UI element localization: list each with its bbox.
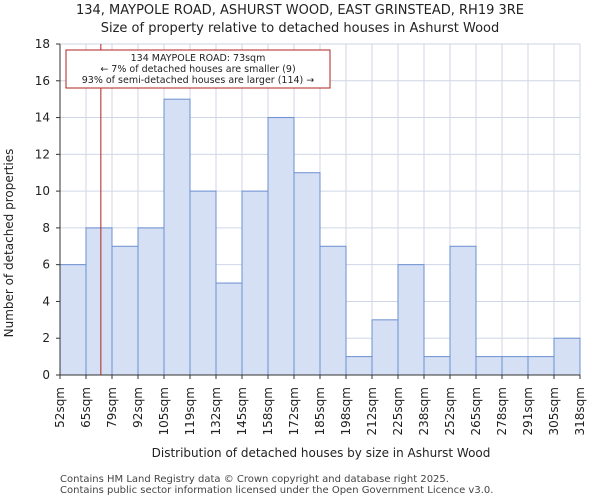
x-tick-label: 52sqm [53, 387, 67, 428]
y-tick-label: 0 [42, 368, 50, 382]
x-tick-label: 238sqm [417, 387, 431, 435]
y-axis-label: Number of detached properties [2, 149, 16, 338]
x-tick-label: 119sqm [183, 387, 197, 435]
y-tick-label: 8 [42, 221, 50, 235]
x-tick-label: 291sqm [521, 387, 535, 435]
histogram-bar [137, 227, 165, 376]
histogram-bar [475, 356, 503, 376]
y-tick-label: 16 [35, 74, 50, 88]
histogram-bar [293, 172, 321, 376]
histogram-bar [319, 245, 347, 376]
histogram-bar [85, 227, 113, 376]
y-tick-label: 10 [35, 184, 50, 198]
histogram-chart: 0 2 4 6 8 10 12 14 16 18 52sqm 65sqm 79sqm 92sqm 105s… [2, 37, 587, 460]
histogram-bar [423, 356, 451, 376]
x-tick-label: 212sqm [365, 387, 379, 435]
histogram-bar [527, 356, 555, 376]
y-tick-label: 18 [35, 37, 50, 51]
y-tick-label: 2 [42, 331, 50, 345]
chart-subtitle: Size of property relative to detached ho… [100, 21, 500, 36]
x-tick-label: 198sqm [339, 387, 353, 435]
x-tick-label: 79sqm [105, 387, 119, 428]
y-tick-label: 4 [42, 294, 50, 308]
x-axis-label: Distribution of detached houses by size … [152, 446, 491, 460]
histogram-bar [267, 117, 295, 376]
histogram-bar [449, 245, 477, 376]
y-tick-label: 6 [42, 258, 50, 272]
x-tick-label: 185sqm [313, 387, 327, 435]
histogram-bar [163, 98, 191, 376]
x-tick-label: 278sqm [495, 387, 509, 435]
histogram-bar [345, 356, 373, 376]
histogram-bar [371, 319, 399, 376]
annotation-line: 93% of semi-detached houses are larger (… [82, 75, 315, 86]
x-tick-label: 172sqm [287, 387, 301, 435]
footer-line-1: Contains HM Land Registry data © Crown c… [60, 474, 449, 485]
histogram-bar [189, 190, 217, 376]
x-tick-label: 318sqm [573, 387, 587, 435]
footer-line-2: Contains public sector information licen… [60, 485, 494, 496]
histogram-bar [111, 245, 139, 376]
histogram-bar [59, 264, 87, 376]
chart-title: 134, MAYPOLE ROAD, ASHURST WOOD, EAST GR… [75, 3, 525, 18]
y-tick-label: 12 [35, 147, 50, 161]
histogram-bar [215, 282, 243, 376]
y-tick-label: 14 [35, 111, 50, 125]
footer-attribution: Contains HM Land Registry data © Crown c… [60, 474, 493, 496]
x-tick-label: 132sqm [209, 387, 223, 435]
annotation-line: ← 7% of detached houses are smaller (9) [100, 64, 295, 75]
histogram-bar [241, 190, 269, 376]
x-tick-label: 65sqm [79, 387, 93, 428]
x-tick-label: 252sqm [443, 387, 457, 435]
histogram-bar [397, 264, 425, 376]
x-tick-label: 305sqm [547, 387, 561, 435]
x-tick-label: 158sqm [261, 387, 275, 435]
chart-title-block: 134, MAYPOLE ROAD, ASHURST WOOD, EAST GR… [0, 2, 600, 38]
annotation-line: 134 MAYPOLE ROAD: 73sqm [131, 53, 266, 64]
annotation-box [65, 49, 331, 89]
x-tick-label: 105sqm [157, 387, 171, 435]
x-tick-label: 265sqm [469, 387, 483, 435]
x-tick-label: 92sqm [131, 387, 145, 428]
histogram-bar [501, 356, 529, 376]
histogram-bar [553, 337, 581, 376]
x-tick-label: 225sqm [391, 387, 405, 435]
x-tick-label: 145sqm [235, 387, 249, 435]
